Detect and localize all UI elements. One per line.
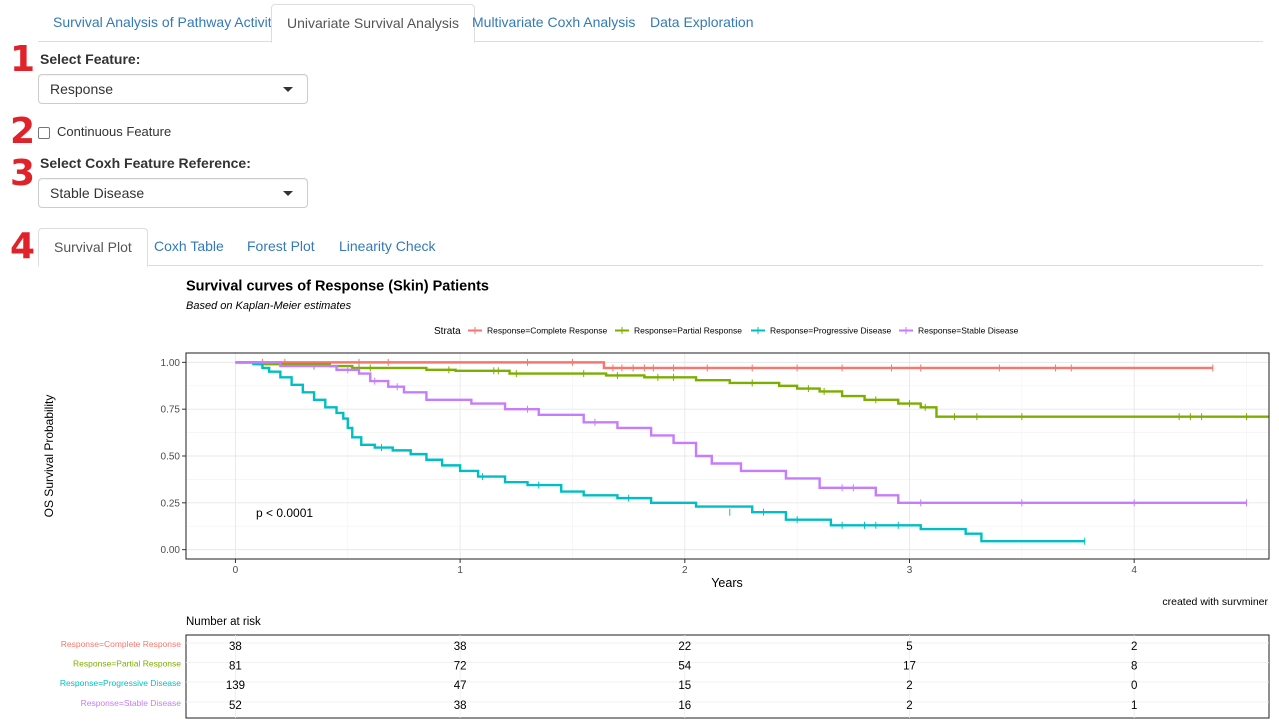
risk-value: 38 [229, 641, 242, 653]
risk-value: 1 [1131, 700, 1137, 712]
legend-label: Response=Partial Response [634, 326, 742, 336]
chevron-down-icon [283, 87, 293, 92]
risk-value: 2 [906, 700, 912, 712]
risk-value: 38 [454, 641, 467, 653]
x-tick-label: 2 [682, 565, 688, 576]
x-tick-label: 1 [457, 565, 463, 576]
x-axis-label: Years [711, 576, 743, 590]
risk-value: 72 [454, 661, 467, 673]
tab-forest-plot[interactable]: Forest Plot [247, 238, 315, 254]
chart-title: Survival curves of Response (Skin) Patie… [186, 279, 489, 295]
risk-table: Response=Complete Response 38 38 22 5 2Respon… [60, 634, 1270, 719]
risk-row-label: Response=Complete Response [61, 639, 182, 649]
chart-grid [186, 353, 1269, 559]
main-tabs: Survival Analysis of Pathway Activity Un… [38, 4, 1263, 43]
tab-data-exploration[interactable]: Data Exploration [650, 14, 754, 30]
tab-coxh-table[interactable]: Coxh Table [154, 238, 224, 254]
risk-value: 0 [1131, 680, 1137, 692]
x-tick-label: 3 [907, 565, 913, 576]
x-tick-label: 4 [1131, 565, 1137, 576]
y-tick-label: 0.50 [161, 452, 181, 463]
legend-label: Response=Stable Disease [918, 326, 1019, 336]
y-tick-label: 0.00 [161, 545, 181, 556]
tab-multivariate-coxh[interactable]: Multivariate Coxh Analysis [472, 14, 636, 30]
risk-value: 81 [229, 661, 242, 673]
legend-title: Strata [434, 326, 461, 337]
tab-survival-plot[interactable]: Survival Plot [38, 228, 148, 267]
step-marker-1: 1 [10, 39, 36, 80]
y-tick-label: 0.25 [161, 498, 181, 509]
pvalue-label: p < 0.0001 [256, 506, 313, 520]
caption: created with survminer [1162, 596, 1268, 608]
select-feature-label: Select Feature: [40, 51, 141, 67]
chevron-down-icon [283, 191, 293, 196]
risk-value: 17 [903, 661, 916, 673]
y-axis-label: OS Survival Probability [42, 395, 56, 518]
select-reference-label: Select Coxh Feature Reference: [40, 155, 251, 171]
feature-select[interactable]: Response [38, 74, 308, 104]
risk-value: 38 [454, 700, 467, 712]
risk-value: 54 [678, 661, 691, 673]
tab-survival-pathway[interactable]: Survival Analysis of Pathway Activity [53, 14, 279, 30]
risk-row-label: Response=Stable Disease [81, 698, 182, 708]
risk-value: 52 [229, 700, 242, 712]
continuous-feature-checkbox[interactable] [38, 127, 50, 139]
km-curve-2 [235, 361, 1085, 543]
chart-axes: 0 1 2 3 4 0.00 0.25 0.50 0.75 1.00 [161, 352, 1270, 576]
legend-label: Response=Progressive Disease [770, 326, 891, 336]
y-tick-label: 1.00 [161, 358, 181, 369]
legend-label: Response=Complete Response [487, 326, 608, 336]
survival-plot-chart: Survival curves of Response (Skin) Patie… [42, 279, 1270, 719]
continuous-feature-label: Continuous Feature [57, 124, 172, 139]
reference-select[interactable]: Stable Disease [38, 178, 308, 208]
x-tick-label: 0 [233, 565, 239, 576]
tab-linearity-check[interactable]: Linearity Check [339, 238, 436, 254]
risk-row-label: Response=Partial Response [73, 659, 181, 669]
risk-value: 2 [906, 680, 912, 692]
risk-table-border [185, 634, 1270, 719]
step-marker-4: 4 [10, 226, 36, 267]
tab-univariate-survival[interactable]: Univariate Survival Analysis [271, 4, 475, 43]
risk-value: 15 [678, 680, 691, 692]
plot-tabs: Survival Plot Coxh Table Forest Plot Lin… [38, 228, 1263, 267]
reference-select-value: Stable Disease [50, 185, 145, 201]
y-tick-label: 0.75 [161, 405, 181, 416]
risk-value: 47 [454, 680, 467, 692]
risk-row-label: Response=Progressive Disease [60, 678, 181, 688]
risk-value: 139 [226, 680, 245, 692]
feature-select-value: Response [50, 81, 114, 97]
step-marker-2: 2 [10, 111, 36, 152]
chart-legend: Strata Response=Complete Response Respons… [434, 326, 1019, 338]
risk-value: 22 [678, 641, 691, 653]
risk-value: 2 [1131, 641, 1137, 653]
risk-value: 5 [906, 641, 912, 653]
chart-curves [235, 358, 1269, 545]
chart-subtitle: Based on Kaplan-Meier estimates [186, 300, 352, 312]
step-marker-3: 3 [10, 153, 36, 194]
km-curve-1 [235, 361, 1269, 418]
km-curve-0 [235, 361, 1213, 370]
risk-value: 16 [678, 700, 691, 712]
risk-value: 8 [1131, 661, 1137, 673]
risk-table-title: Number at risk [186, 616, 261, 628]
km-curve-3 [235, 361, 1247, 505]
